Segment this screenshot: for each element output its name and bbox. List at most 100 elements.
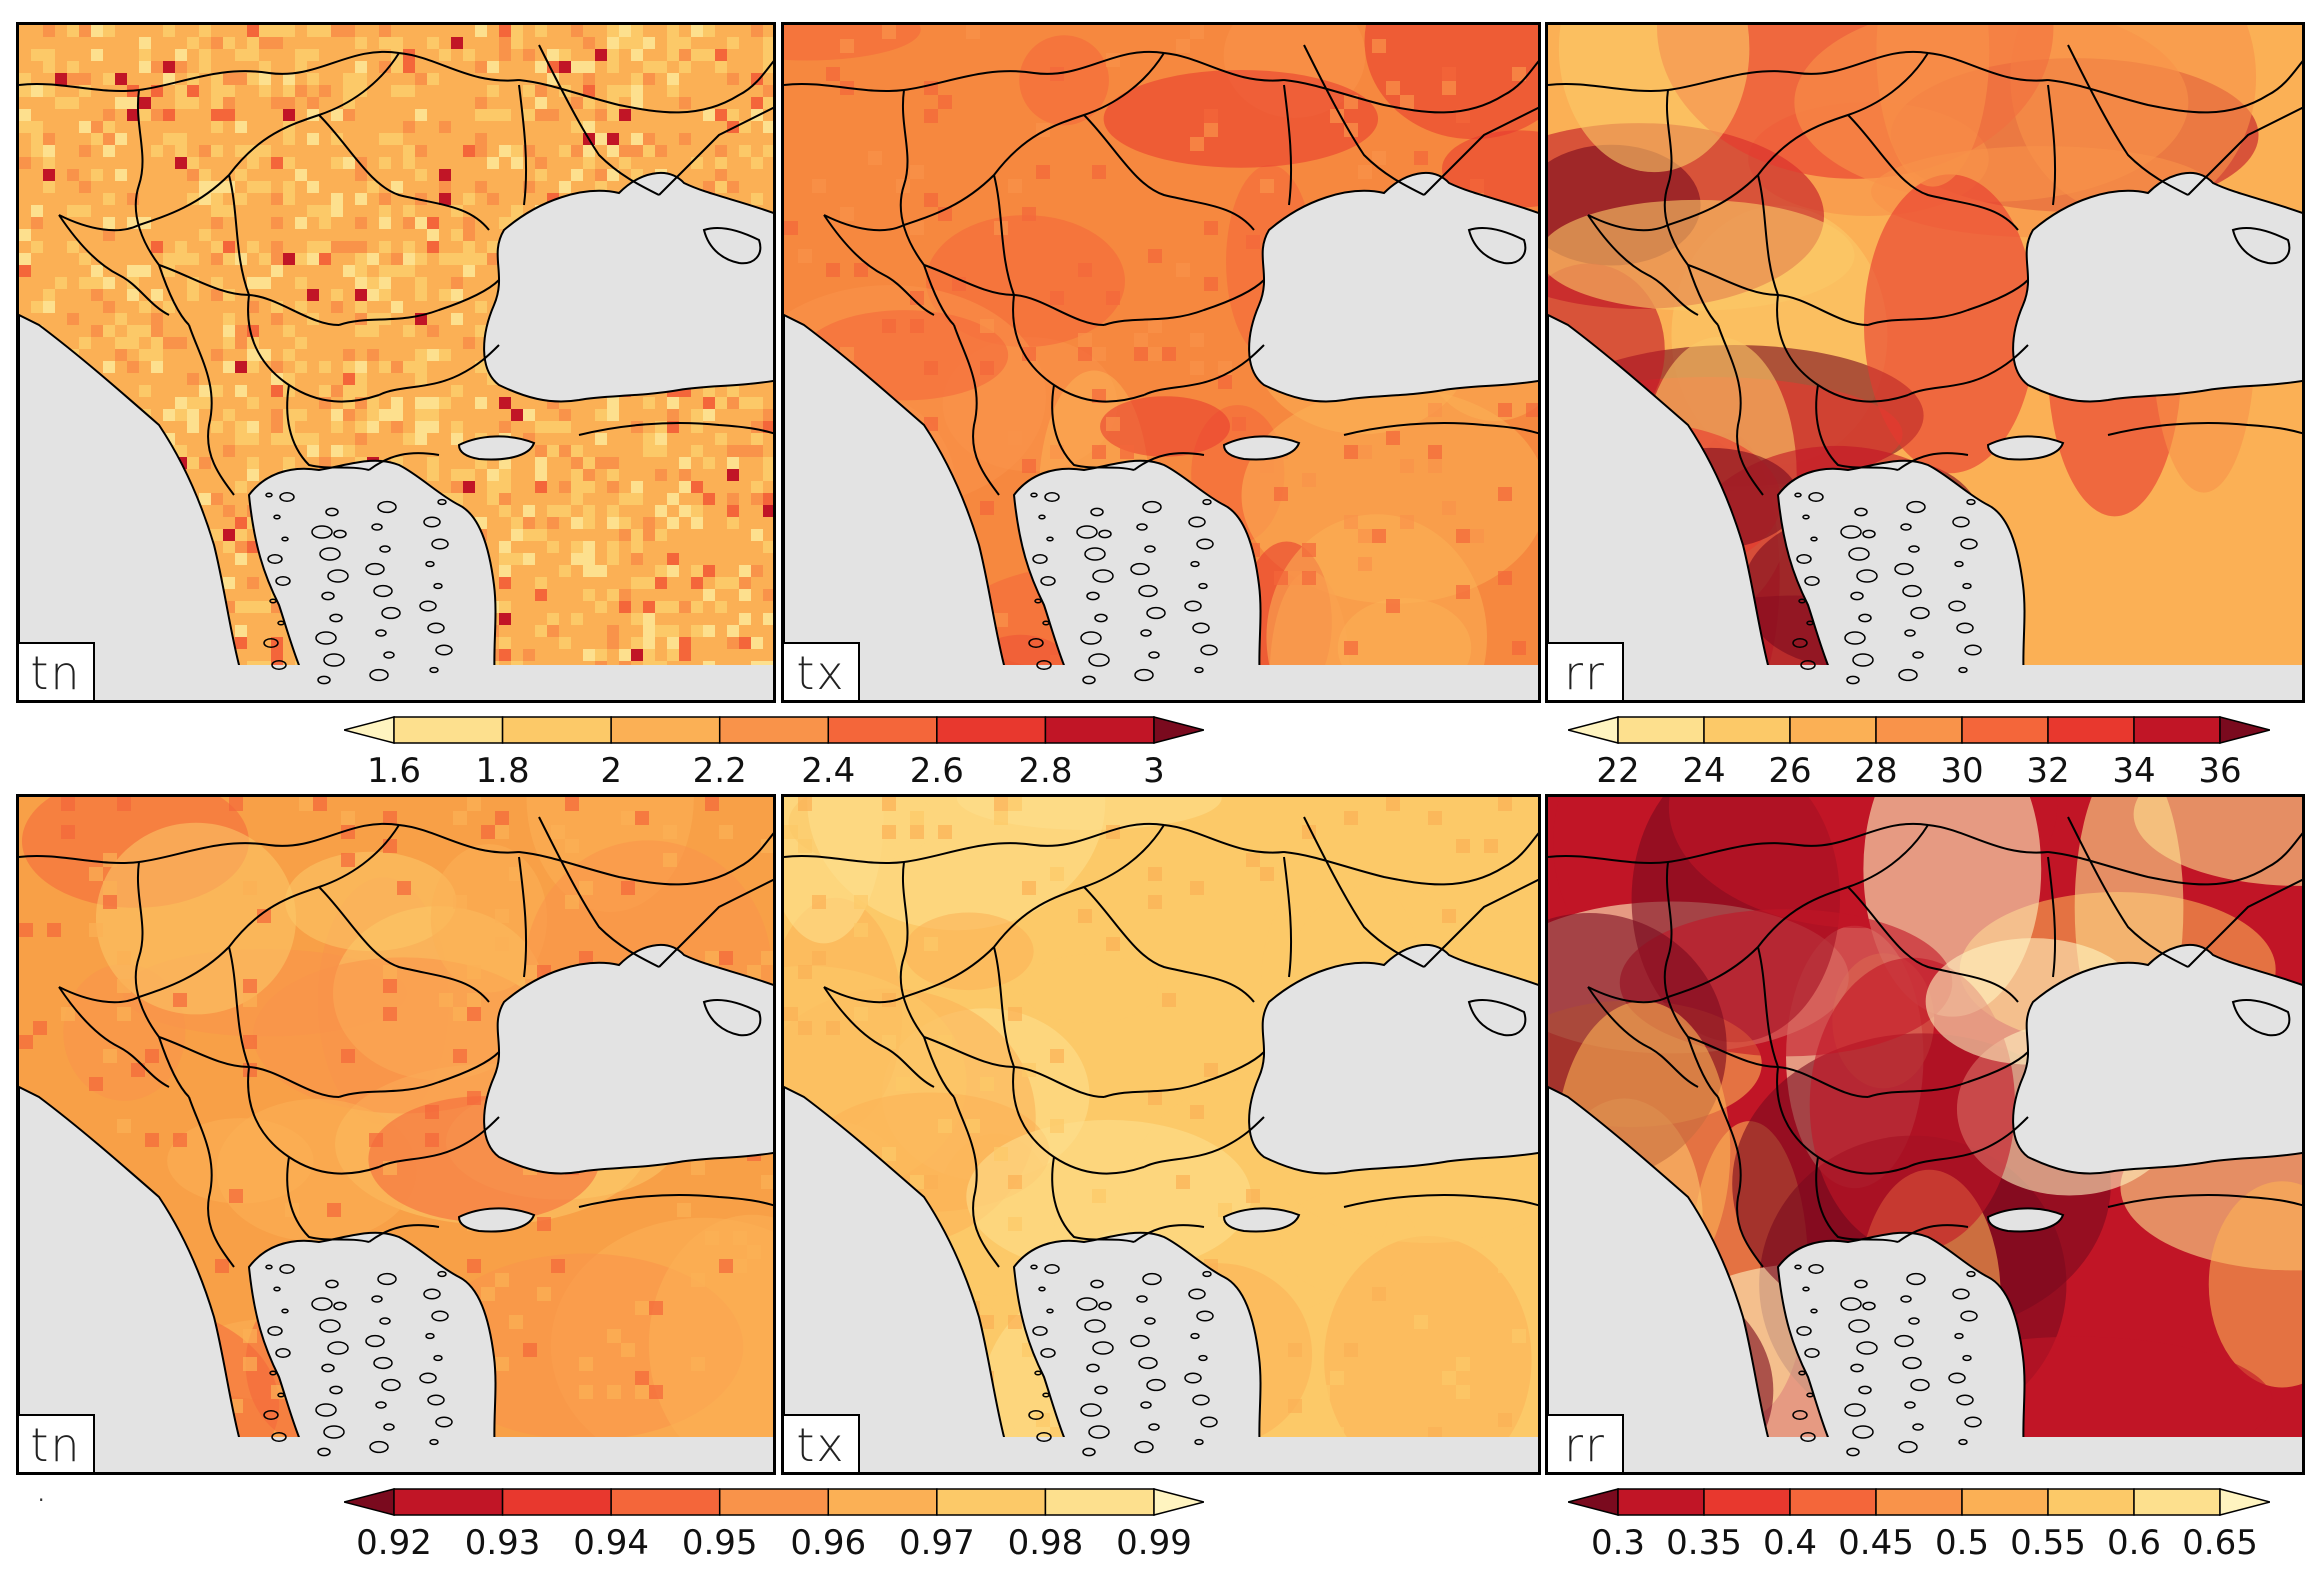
grid-cell	[415, 421, 427, 433]
country-border	[1867, 279, 2029, 326]
country-border	[1083, 114, 1255, 231]
grid-cell	[798, 1021, 812, 1035]
grid-cell	[715, 577, 727, 589]
grid-cell	[667, 49, 679, 61]
map-panel-bottom-tn: tn	[16, 794, 776, 1475]
island	[1082, 675, 1096, 685]
grid-cell	[649, 1385, 663, 1399]
grid-cell	[655, 469, 667, 481]
grid-cell	[763, 49, 773, 61]
country-border	[338, 1051, 500, 1098]
grid-cell	[247, 181, 259, 193]
islands	[263, 1264, 453, 1457]
grid-cell	[761, 1175, 773, 1189]
grid-cell	[1428, 811, 1442, 825]
island	[1810, 1308, 1818, 1314]
country-border	[538, 816, 660, 968]
grid-cell	[391, 253, 403, 265]
grid-cell	[379, 157, 391, 169]
grid-cell	[763, 97, 773, 109]
country-border	[784, 822, 1285, 865]
islands	[1028, 1264, 1218, 1457]
grid-cell	[619, 601, 631, 613]
grid-cell	[691, 481, 703, 493]
grid-cell	[924, 193, 938, 207]
grid-cell	[403, 205, 415, 217]
grid-cell	[775, 661, 776, 673]
adriatic-sea	[784, 1085, 1014, 1472]
island	[1902, 1356, 1922, 1370]
colorbar-tick-label: 2.4	[801, 751, 856, 791]
grid-cell	[463, 241, 475, 253]
grid-cell	[679, 49, 691, 61]
grid-cell	[271, 157, 283, 169]
grid-cell	[307, 433, 319, 445]
grid-cell	[67, 169, 79, 181]
grid-cell	[379, 277, 391, 289]
grid-cell	[691, 25, 703, 37]
grid-cell	[247, 301, 259, 313]
island	[433, 1354, 443, 1362]
grid-cell	[91, 133, 103, 145]
grid-cell	[259, 25, 271, 37]
colorbar-tick-label: 0.96	[790, 1523, 867, 1563]
grid-cell	[187, 421, 199, 433]
island	[271, 660, 287, 670]
grid-cell	[607, 409, 619, 421]
grid-cell	[595, 409, 607, 421]
grid-cell	[1106, 937, 1120, 951]
sea-of-marmara	[1222, 1207, 1301, 1233]
grid-cell	[43, 181, 55, 193]
island	[1034, 598, 1042, 604]
island	[1038, 1286, 1046, 1292]
grid-cell	[383, 1007, 397, 1021]
grid-cell	[667, 601, 679, 613]
grid-cell	[355, 385, 367, 397]
grid-cell	[139, 97, 151, 109]
grid-cell	[383, 811, 397, 825]
island	[369, 668, 389, 682]
grid-cell	[667, 625, 679, 637]
grid-cell	[1498, 571, 1512, 585]
grid-cell	[511, 145, 523, 157]
grid-cell	[331, 409, 343, 421]
grid-cell	[295, 253, 307, 265]
colorbar-tick-label: 0.35	[1666, 1523, 1742, 1563]
grid-cell	[511, 25, 523, 37]
map-svg	[19, 797, 773, 1472]
colorbar-tick-label: 0.98	[1007, 1523, 1084, 1563]
mediterranean-sea	[784, 1437, 1538, 1472]
grid-cell	[1344, 641, 1358, 655]
grid-cell	[1330, 109, 1344, 123]
colorbar-tick-label: 0.93	[464, 1523, 541, 1563]
grid-cell	[607, 85, 619, 97]
colorbar-segment	[501, 1488, 612, 1516]
grid-cell	[403, 121, 415, 133]
grid-cell	[727, 73, 739, 85]
grid-cell	[355, 241, 367, 253]
grid-cell	[331, 289, 343, 301]
island	[1196, 1310, 1214, 1322]
grid-cell	[343, 73, 355, 85]
colorbar-tip-left	[1568, 1488, 1619, 1516]
grid-cell	[1442, 501, 1456, 515]
grid-cell	[1050, 291, 1064, 305]
grid-cell	[565, 839, 579, 853]
grid-cell	[211, 349, 223, 361]
grid-cell	[1008, 1315, 1022, 1329]
grid-cell	[635, 811, 649, 825]
island	[1046, 1308, 1054, 1314]
grid-cell	[427, 457, 439, 469]
grid-cell	[579, 1357, 593, 1371]
grid-cell	[415, 217, 427, 229]
grid-cell	[235, 169, 247, 181]
grid-cell	[379, 133, 391, 145]
grid-cell	[1442, 1371, 1456, 1385]
grid-cell	[607, 49, 619, 61]
country-border	[518, 84, 528, 206]
grid-cell	[127, 337, 139, 349]
grid-cell	[91, 25, 103, 37]
grid-cell	[343, 361, 355, 373]
grid-cell	[451, 421, 463, 433]
country-border	[1907, 1116, 2029, 1168]
